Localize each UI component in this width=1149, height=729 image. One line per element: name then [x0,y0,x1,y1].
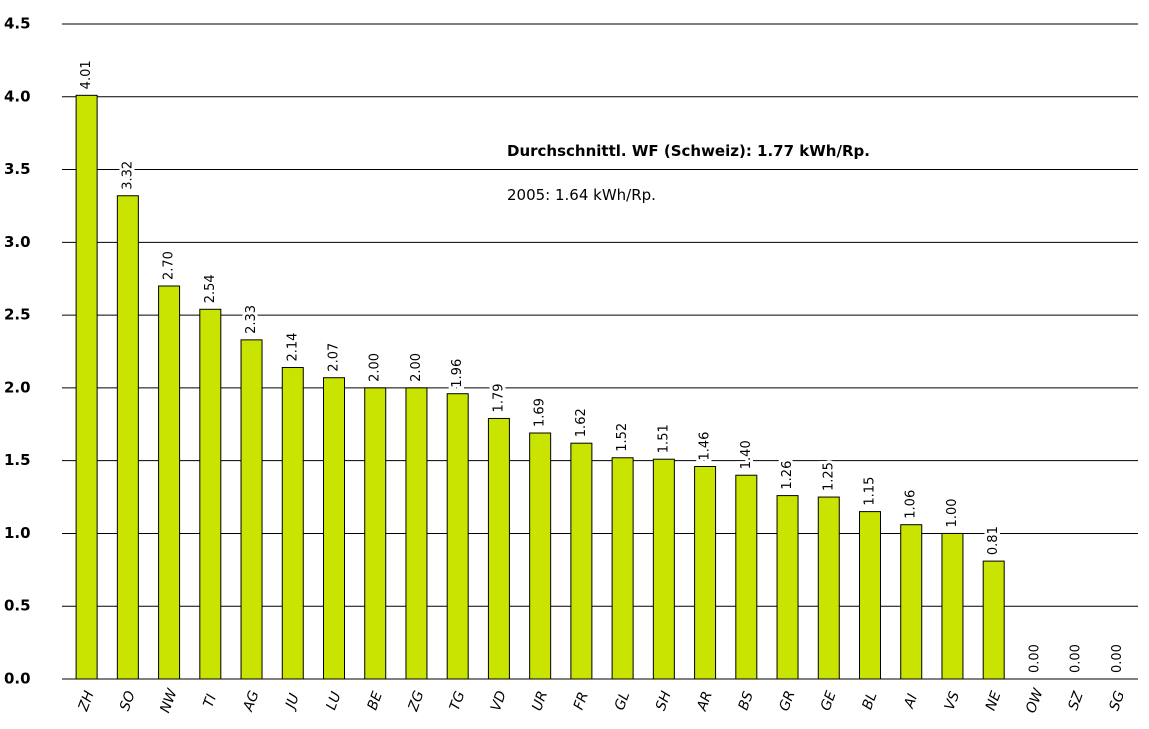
x-tick-label: GR [777,689,799,714]
bar [982,560,1005,680]
x-tick-label: TG [447,689,469,713]
value-label: 2.70 [162,251,177,280]
x-tick-label: ZH [75,688,97,714]
value-label: 1.25 [821,462,836,491]
value-label: 1.40 [739,440,754,469]
annotation: 2005: 1.64 kWh/Rp. [507,186,656,204]
x-tick-label: NW [157,686,181,715]
bar [446,393,469,680]
x-tick-label: GE [818,689,840,713]
x-tick-label: BL [860,690,881,712]
x-tick-label: JU [282,692,303,714]
x-tick-label: BS [736,689,757,712]
bar [900,524,923,680]
y-tick-label: 2.5 [4,306,31,324]
bar [323,377,345,680]
value-label: 1.62 [574,408,589,437]
x-tick-label: TI [201,692,220,709]
bar [529,432,552,680]
bar [364,387,387,680]
value-label: 2.07 [327,343,342,372]
x-tick-label: AG [240,689,262,715]
x-tick-label: SH [653,689,675,713]
x-tick-label: OW [1023,686,1047,716]
value-label: 2.00 [368,353,383,382]
x-tick-label: BE [365,689,386,712]
annotation: Durchschnittl. WF (Schweiz): 1.77 kWh/Rp… [507,142,870,160]
bars [75,94,1005,680]
y-tick-label: 4.0 [4,87,31,105]
bar [817,496,840,680]
value-label: 1.51 [656,424,671,453]
value-label: 2.33 [244,305,259,334]
bar [158,285,181,680]
value-label: 0.00 [1069,644,1084,673]
value-label: 1.00 [945,498,960,527]
value-label: 1.06 [904,490,919,519]
x-tick-label: SG [1106,689,1128,713]
value-label: 0.00 [1110,644,1125,673]
x-tick-label: SO [117,689,139,713]
y-tick-label: 3.5 [4,160,31,178]
bar [405,387,428,680]
y-tick-label: 0.5 [4,597,31,615]
value-label: 3.32 [120,161,135,190]
bar [487,417,510,680]
x-tick-label: SZ [1065,689,1086,712]
value-label: 1.79 [491,384,506,413]
bar [199,308,222,680]
value-label: 2.00 [409,353,424,382]
bar [776,495,799,680]
y-tick-label: 1.0 [4,524,31,542]
bar [75,94,98,680]
value-label: 1.46 [698,432,713,461]
bar [941,532,964,680]
y-tick-label: 0.0 [4,670,31,688]
bar [735,474,758,680]
bar [611,457,634,680]
x-tick-label: ZG [405,689,427,715]
value-label: 4.01 [79,60,94,89]
value-label: 2.54 [203,274,218,303]
bar [116,195,139,680]
x-tick-label: LU [323,690,344,712]
y-tick-label: 4.5 [4,15,31,33]
x-tick-label: VS [942,689,963,712]
grid [62,23,1138,680]
bar [240,339,263,680]
x-tick-label: UR [529,689,551,713]
x-tick-label: VD [488,688,510,713]
y-tick-label: 3.0 [4,233,31,251]
x-tick-label: AR [694,689,716,714]
value-label: 1.69 [533,398,548,427]
x-tick-label: NE [983,689,1005,713]
value-label: 0.00 [1027,644,1042,673]
bar [281,367,304,680]
bar [570,442,593,680]
value-label: 1.15 [863,477,878,506]
value-label: 1.96 [450,359,465,388]
x-tick-label: AI [901,692,921,711]
value-label: 0.81 [986,526,1001,555]
bar [859,511,881,680]
value-label: 1.26 [780,461,795,490]
bar [652,458,675,680]
bar [694,465,717,680]
y-tick-label: 2.0 [4,378,31,396]
x-tick-label: FR [571,690,592,712]
x-tick-label: GL [612,689,633,712]
value-label: 1.52 [615,423,630,452]
y-tick-label: 1.5 [4,451,31,469]
value-label: 2.14 [285,333,300,362]
